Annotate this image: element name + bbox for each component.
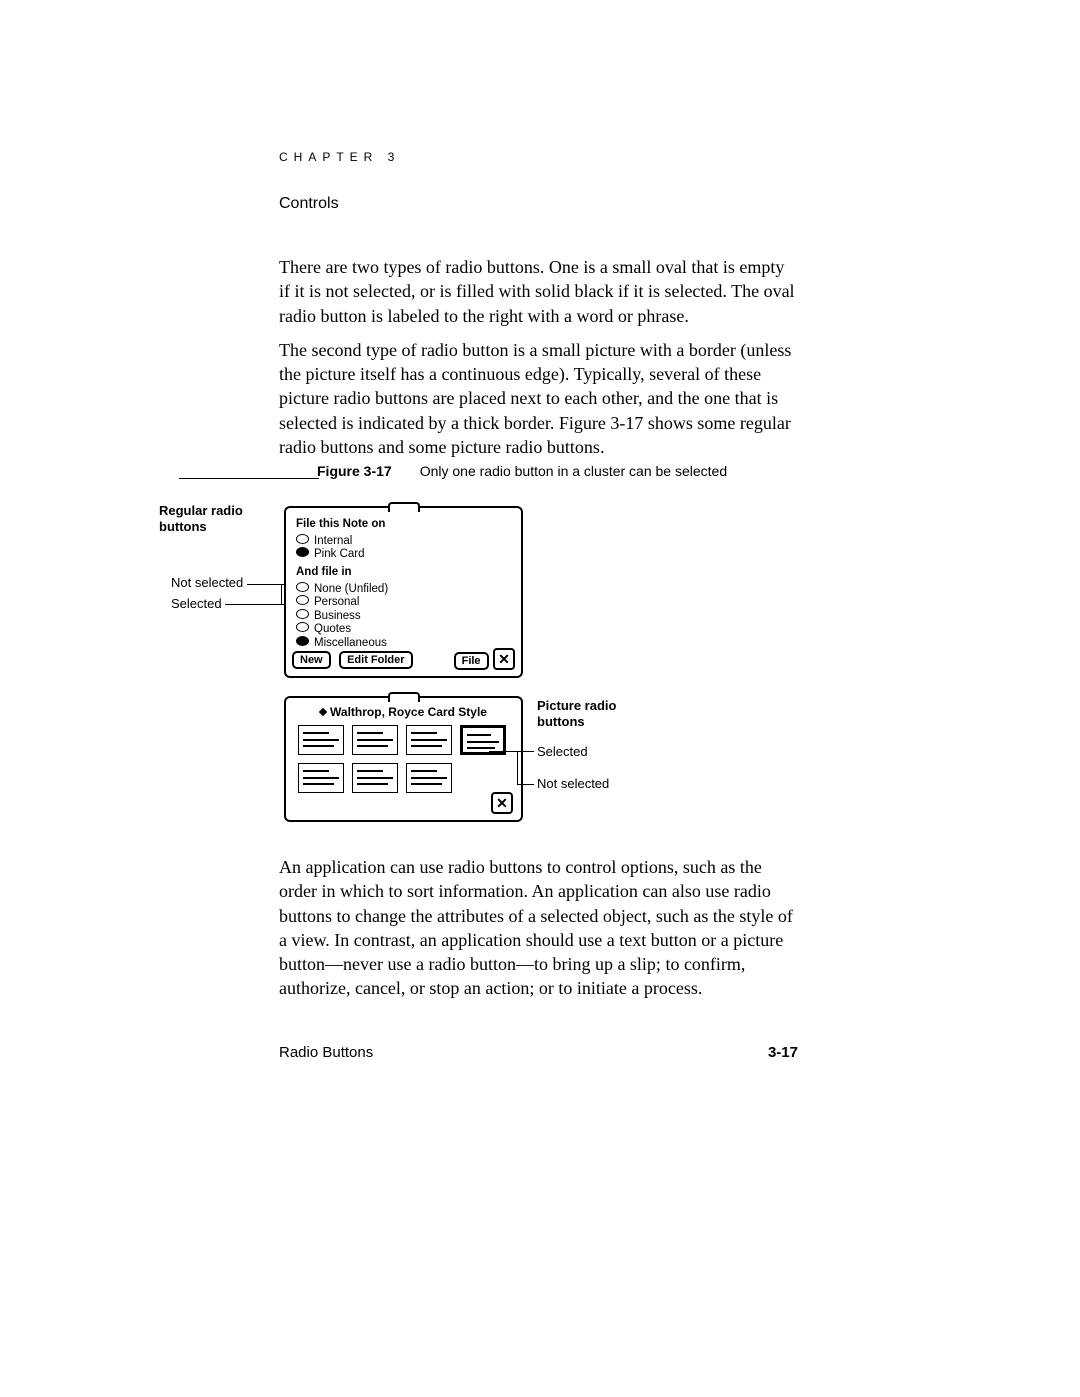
figure-caption: Figure 3-17 Only one radio button in a cl… (317, 463, 727, 479)
radio-oval-icon (296, 547, 309, 557)
label-not-selected-picture: Not selected (537, 776, 609, 792)
picture-radio-5[interactable] (298, 763, 344, 793)
close-icon: ✕ (496, 796, 508, 810)
leader-line (247, 584, 284, 585)
paragraph-2: The second type of radio button is a sma… (279, 338, 799, 459)
radio-oval-icon (296, 622, 309, 632)
radio-label: Internal (314, 535, 352, 547)
leader-line (489, 751, 534, 752)
leader-line (517, 784, 534, 785)
figure-rule (179, 478, 319, 479)
radio-oval-icon (296, 582, 309, 592)
radio-pink-card[interactable]: Pink Card (296, 547, 396, 560)
figure-label: Figure 3-17 (317, 463, 392, 479)
picture-radio-3[interactable] (406, 725, 452, 755)
dialog-grip-icon (388, 502, 420, 512)
section-title: Controls (279, 195, 339, 213)
new-button[interactable]: New (292, 651, 331, 669)
radio-label: Quotes (314, 623, 351, 635)
label-picture-radio: Picture radio buttons (537, 698, 657, 729)
radio-label: Personal (314, 596, 359, 608)
diamond-icon (319, 708, 327, 716)
paragraph-3: An application can use radio buttons to … (279, 855, 799, 1001)
radio-personal[interactable]: Personal (296, 595, 396, 608)
label-not-selected: Not selected (171, 575, 243, 591)
dialog-title-text: Walthrop, Royce Card Style (330, 705, 487, 719)
radio-label: None (Unfiled) (314, 583, 388, 595)
radio-label: Pink Card (314, 548, 365, 560)
paragraph-1: There are two types of radio buttons. On… (279, 255, 799, 328)
body-text-bottom: An application can use radio buttons to … (279, 855, 799, 1011)
page: CHAPTER 3 Controls There are two types o… (0, 0, 1080, 1397)
picture-radio-2[interactable] (352, 725, 398, 755)
dialog-title: Walthrop, Royce Card Style (290, 705, 517, 719)
figure-caption-text: Only one radio button in a cluster can b… (420, 463, 727, 479)
radio-oval-icon (296, 636, 309, 646)
radio-none[interactable]: None (Unfiled) (296, 582, 404, 595)
leader-line (517, 751, 518, 785)
picture-radio-7[interactable] (406, 763, 452, 793)
picture-radio-grid (298, 725, 509, 793)
group-heading: File this Note on (296, 518, 511, 530)
radio-oval-icon (296, 595, 309, 605)
chapter-label: CHAPTER 3 (279, 150, 400, 164)
radio-internal[interactable]: Internal (296, 534, 404, 547)
label-selected-picture: Selected (537, 744, 588, 760)
page-number: 3-17 (768, 1044, 798, 1061)
group-heading: And file in (296, 566, 511, 578)
body-text-top: There are two types of radio buttons. On… (279, 255, 799, 469)
radio-label: Business (314, 610, 361, 622)
picture-radio-1[interactable] (298, 725, 344, 755)
dialog-grip-icon (388, 692, 420, 702)
radio-quotes[interactable]: Quotes (296, 622, 396, 635)
close-icon: ✕ (498, 652, 510, 666)
close-button[interactable]: ✕ (491, 792, 513, 814)
picture-radio-6[interactable] (352, 763, 398, 793)
dialog-button-bar: New Edit Folder File ✕ (292, 648, 515, 670)
radio-business[interactable]: Business (296, 609, 404, 622)
card-style-dialog: Walthrop, Royce Card Style ✕ (284, 696, 523, 822)
leader-line (281, 584, 282, 605)
radio-oval-icon (296, 609, 309, 619)
footer-section: Radio Buttons (279, 1044, 373, 1061)
file-note-dialog: File this Note on Internal Pink Card And… (284, 506, 523, 678)
file-button[interactable]: File (454, 652, 489, 670)
close-button[interactable]: ✕ (493, 648, 515, 670)
label-selected: Selected (171, 596, 222, 612)
edit-folder-button[interactable]: Edit Folder (339, 651, 412, 669)
label-regular-radio: Regular radio buttons (159, 503, 264, 534)
radio-oval-icon (296, 534, 309, 544)
figure-3-17: Regular radio buttons Not selected Selec… (159, 498, 799, 818)
